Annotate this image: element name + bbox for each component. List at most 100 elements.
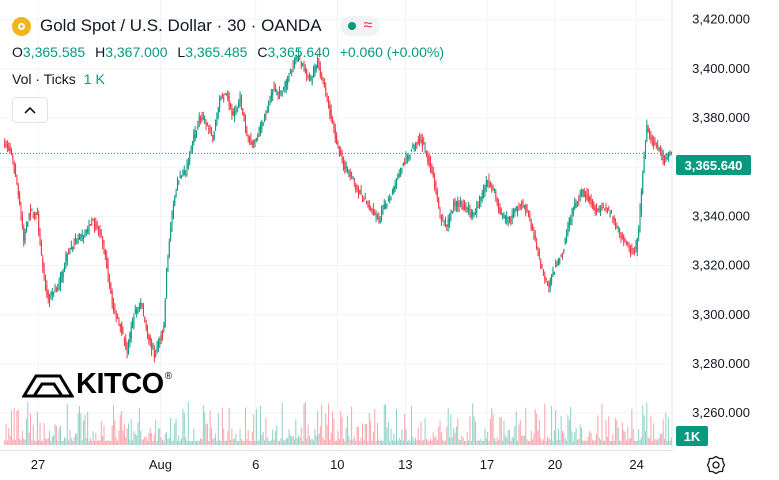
settings-icon[interactable] — [706, 455, 726, 475]
volume-bar — [372, 431, 374, 445]
candle-body — [555, 265, 557, 268]
volume-bar — [397, 440, 399, 445]
candle-body — [230, 105, 232, 107]
candle-body — [400, 168, 402, 172]
price-tick-label: 3,320.000 — [692, 258, 750, 273]
volume-bar — [568, 419, 570, 445]
candle-body — [96, 225, 98, 227]
volume-bar — [269, 440, 271, 445]
candle-body — [16, 177, 18, 184]
candle-body — [364, 198, 366, 200]
symbol-title[interactable]: Gold Spot / U.S. Dollar · 30 · OANDA — [40, 16, 322, 35]
volume-bar — [134, 433, 136, 445]
volume-bar — [530, 430, 532, 445]
candle-body — [465, 205, 467, 210]
time-axis[interactable]: 27 Aug 6 10 13 17 20 24 — [31, 457, 644, 472]
candle-body — [223, 98, 225, 100]
volume-bar — [98, 440, 100, 445]
volume-bar — [628, 439, 630, 445]
volume-bar — [166, 431, 168, 445]
candle-body — [444, 221, 446, 223]
candle-body — [474, 213, 476, 215]
price-axis[interactable]: 3,420.0003,400.0003,380.0003,360.0003,34… — [692, 12, 750, 420]
volume-bar — [258, 439, 260, 445]
gold-symbol-icon[interactable] — [12, 16, 31, 36]
candle-body — [93, 221, 95, 229]
candle-body — [590, 198, 592, 205]
volume-bar — [70, 438, 72, 445]
volume-bar — [265, 417, 267, 445]
candle-body — [160, 334, 162, 341]
volume-bar — [375, 440, 377, 445]
candle-body — [408, 156, 410, 159]
candle-body — [495, 191, 497, 197]
candle-body — [163, 325, 165, 329]
candle-body — [464, 205, 466, 211]
volume-bar — [113, 405, 115, 445]
volume-bar — [142, 439, 144, 445]
market-status-dot-icon — [347, 22, 356, 30]
candle-body — [133, 317, 135, 325]
candle-body — [487, 180, 489, 182]
candle-body — [537, 247, 539, 252]
candle-body — [428, 157, 430, 166]
volume-bar — [464, 440, 466, 445]
volume-bar — [457, 418, 459, 445]
volume-bar — [178, 435, 180, 445]
volume-bar — [227, 431, 229, 445]
candle-body — [504, 216, 506, 219]
volume-bar — [151, 433, 153, 445]
volume-bar — [450, 414, 452, 445]
candle-body — [477, 206, 479, 208]
volume-bar — [249, 440, 251, 445]
candle-body — [514, 209, 516, 213]
volume-bar — [43, 423, 45, 445]
candle-body — [281, 91, 283, 94]
candle-body — [77, 237, 79, 240]
volume-badge: 1K — [676, 426, 708, 446]
candle-body — [604, 208, 606, 210]
volume-bar — [170, 417, 172, 445]
candle-body — [303, 64, 305, 66]
candle-body — [402, 162, 404, 166]
volume-bar — [521, 435, 523, 445]
volume-bar — [421, 440, 423, 445]
candle-body — [323, 84, 325, 87]
volume-bar — [57, 440, 59, 445]
volume-bar — [223, 428, 225, 445]
candle-body — [329, 104, 331, 116]
volume-legend[interactable]: Vol · Ticks 1 K — [12, 71, 450, 89]
volume-bar — [304, 402, 306, 445]
volume-bar — [404, 414, 406, 445]
candle-body — [533, 232, 535, 238]
volume-bar — [378, 439, 380, 445]
volume-value: 1 K — [83, 71, 105, 87]
collapse-legend-button[interactable] — [12, 97, 48, 123]
volume-bar — [662, 419, 664, 445]
volume-bar — [469, 416, 471, 445]
volume-bar — [179, 440, 181, 445]
volume-bar — [262, 431, 264, 445]
volume-bar — [430, 438, 432, 445]
volume-bar — [551, 405, 553, 445]
volume-bar — [24, 439, 26, 445]
candle-body — [483, 188, 485, 195]
volume-bar — [466, 431, 468, 445]
candle-body — [187, 162, 189, 168]
volume-bar — [498, 440, 500, 445]
volume-bar — [182, 408, 184, 445]
volume-bar — [257, 440, 259, 445]
volume-bar — [54, 424, 56, 445]
market-status-pill[interactable]: ≈ — [339, 16, 381, 36]
volume-bar — [92, 431, 94, 445]
candle-body — [542, 269, 544, 276]
candle-body — [308, 76, 310, 78]
candle-body — [386, 203, 388, 207]
volume-bar — [234, 438, 236, 445]
candle-body — [85, 230, 87, 232]
volume-bar — [359, 440, 361, 445]
chart-legend: Gold Spot / U.S. Dollar · 30 · OANDA ≈ O… — [12, 14, 450, 89]
volume-bar — [480, 438, 482, 445]
candle-body — [65, 254, 67, 265]
